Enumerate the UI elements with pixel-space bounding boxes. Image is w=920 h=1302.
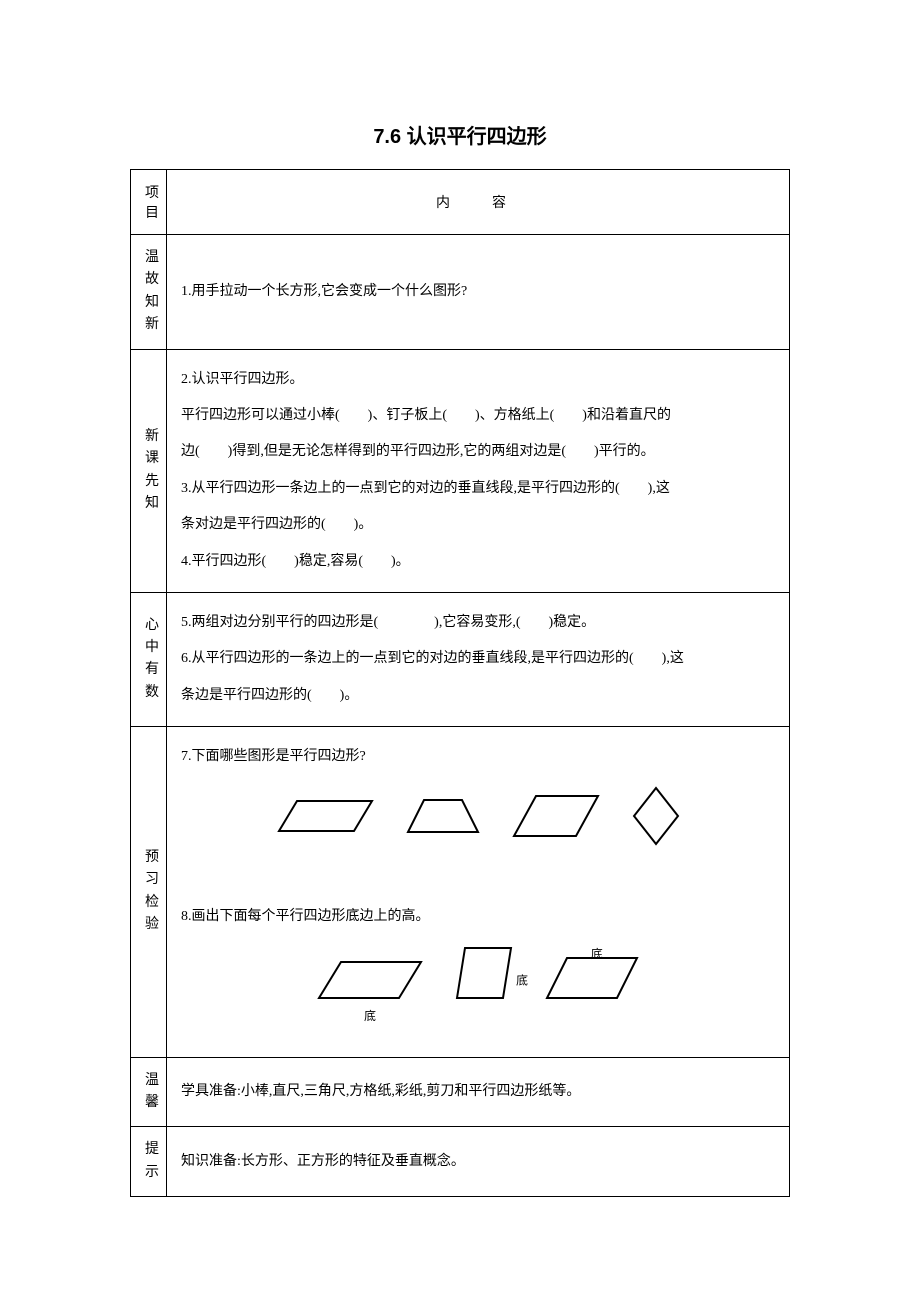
question-3-line: 条对边是平行四边形的( )。	[181, 507, 775, 543]
shape-parallelogram-with-base: 底	[544, 955, 640, 1016]
tips-line-2: 知识准备:长方形、正方形的特征及垂直概念。	[167, 1127, 790, 1197]
question-7-text: 7.下面哪些图形是平行四边形?	[181, 739, 775, 775]
table-row: 新 课 先 知 2.认识平行四边形。 平行四边形可以通过小棒( )、钉子板上( …	[131, 349, 790, 592]
table-header-row: 项目 内 容	[131, 170, 790, 235]
row-content: 1.用手拉动一个长方形,它会变成一个什么图形?	[167, 235, 790, 350]
question-2-line: 边( )得到,但是无论怎样得到的平行四边形,它的两组对边是( )平行的。	[181, 434, 775, 470]
row-content: 5.两组对边分别平行的四边形是( ),它容易变形,( )稳定。 6.从平行四边形…	[167, 592, 790, 726]
question-2-line: 平行四边形可以通过小棒( )、钉子板上( )、方格纸上( )和沿着直尺的	[181, 398, 775, 434]
question-1: 1.用手拉动一个长方形,它会变成一个什么图形?	[181, 274, 775, 310]
question-8-text: 8.画出下面每个平行四边形底边上的高。	[181, 899, 775, 935]
table-row: 心 中 有 数 5.两组对边分别平行的四边形是( ),它容易变形,( )稳定。 …	[131, 592, 790, 726]
table-row: 提 示 知识准备:长方形、正方形的特征及垂直概念。	[131, 1127, 790, 1197]
tips-line-1: 学具准备:小棒,直尺,三角尺,方格纸,彩纸,剪刀和平行四边形纸等。	[167, 1057, 790, 1127]
row-content: 7.下面哪些图形是平行四边形? 8.画出下面每个平行四边形底边上的高。 底底底	[167, 727, 790, 1058]
question-3-line: 3.从平行四边形一条边上的一点到它的对边的垂直线段,是平行四边形的( ),这	[181, 471, 775, 507]
base-label: 底	[516, 965, 528, 996]
question-6-line: 条边是平行四边形的( )。	[181, 678, 775, 714]
row-label-wenxin: 温 馨	[131, 1057, 167, 1127]
row-content: 2.认识平行四边形。 平行四边形可以通过小棒( )、钉子板上( )、方格纸上( …	[167, 349, 790, 592]
shape-parallelogram-with-base: 底	[316, 959, 424, 1016]
question-6-line: 6.从平行四边形的一条边上的一点到它的对边的垂直线段,是平行四边形的( ),这	[181, 641, 775, 677]
shape-rhombus	[631, 785, 681, 862]
base-label: 底	[591, 939, 603, 970]
question-2-title: 2.认识平行四边形。	[181, 362, 775, 398]
table-row: 温 馨 学具准备:小棒,直尺,三角尺,方格纸,彩纸,剪刀和平行四边形纸等。	[131, 1057, 790, 1127]
question-7-shapes	[181, 785, 775, 862]
row-label-yuxijianyan: 预 习 检 验	[131, 727, 167, 1058]
row-label-wenguzhixin: 温 故 知 新	[131, 235, 167, 350]
row-label-xinkexianzhi: 新 课 先 知	[131, 349, 167, 592]
question-5-line: 5.两组对边分别平行的四边形是( ),它容易变形,( )稳定。	[181, 605, 775, 641]
shape-parallelogram	[276, 798, 375, 849]
shape-parallelogram	[511, 793, 601, 854]
table-row: 预 习 检 验 7.下面哪些图形是平行四边形? 8.画出下面每个平行四边形底边上…	[131, 727, 790, 1058]
row-label-xinzhongyoushu: 心 中 有 数	[131, 592, 167, 726]
row-label-tishi: 提 示	[131, 1127, 167, 1197]
shape-parallelogram-with-base: 底	[454, 945, 514, 1016]
base-label: 底	[364, 1001, 376, 1032]
page: 7.6 认识平行四边形 项目 内 容 温 故 知 新 1.用手拉动一个长方形,它…	[0, 0, 920, 1297]
header-col-content: 内 容	[167, 170, 790, 235]
page-title: 7.6 认识平行四边形	[130, 120, 790, 149]
header-col-project: 项目	[131, 170, 167, 235]
worksheet-table: 项目 内 容 温 故 知 新 1.用手拉动一个长方形,它会变成一个什么图形? 新	[130, 169, 790, 1197]
shape-trapezoid	[405, 797, 481, 850]
question-8-shapes: 底底底	[181, 945, 775, 1016]
table-row: 温 故 知 新 1.用手拉动一个长方形,它会变成一个什么图形?	[131, 235, 790, 350]
question-4-line: 4.平行四边形( )稳定,容易( )。	[181, 544, 775, 580]
